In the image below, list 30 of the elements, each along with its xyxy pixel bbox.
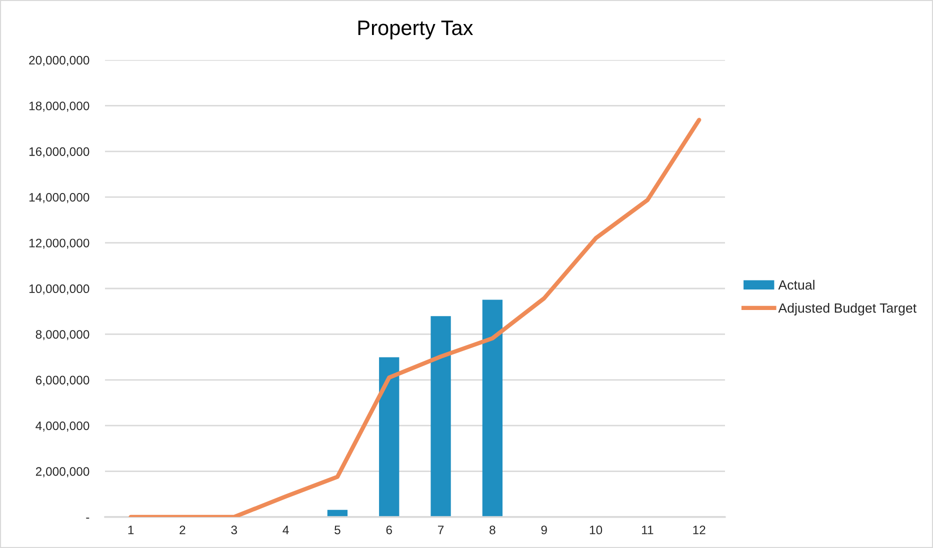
legend-label: Actual xyxy=(778,280,814,290)
y-tick-label: 14,000,000 xyxy=(29,192,90,204)
x-tick-label: 4 xyxy=(282,526,289,534)
line-series xyxy=(128,118,702,517)
y-tick-label: 20,000,000 xyxy=(29,56,90,66)
x-tick-label: 7 xyxy=(438,526,444,534)
chart-title: Property Tax xyxy=(358,20,474,40)
y-tick-label: 6,000,000 xyxy=(36,376,90,386)
x-tick-label: 8 xyxy=(490,526,496,534)
x-tick-label: 1 xyxy=(128,526,134,534)
x-tick-label: 11 xyxy=(642,526,654,534)
y-tick-label: 8,000,000 xyxy=(36,330,90,340)
x-tick-label: 6 xyxy=(386,526,392,534)
x-tick-label: 10 xyxy=(590,526,602,534)
y-tick-label: 18,000,000 xyxy=(29,102,90,112)
x-tick-label: 3 xyxy=(231,526,237,534)
bar xyxy=(379,357,400,517)
x-tick-label: 9 xyxy=(541,526,547,534)
bar xyxy=(482,300,503,517)
x-tick-label: 5 xyxy=(334,526,340,534)
bar xyxy=(430,316,451,517)
x-tick-label: 2 xyxy=(180,526,186,534)
y-tick-label: 16,000,000 xyxy=(29,147,90,158)
y-tick-label: 10,000,000 xyxy=(29,284,90,294)
y-tick-label: 4,000,000 xyxy=(36,421,90,432)
legend-label: Adjusted Budget Target xyxy=(778,302,916,316)
y-tick-label: 12,000,000 xyxy=(29,238,90,249)
y-tick-label: 2,000,000 xyxy=(36,467,90,478)
y-tick-label: - xyxy=(86,518,90,519)
x-tick-label: 12 xyxy=(693,526,706,534)
